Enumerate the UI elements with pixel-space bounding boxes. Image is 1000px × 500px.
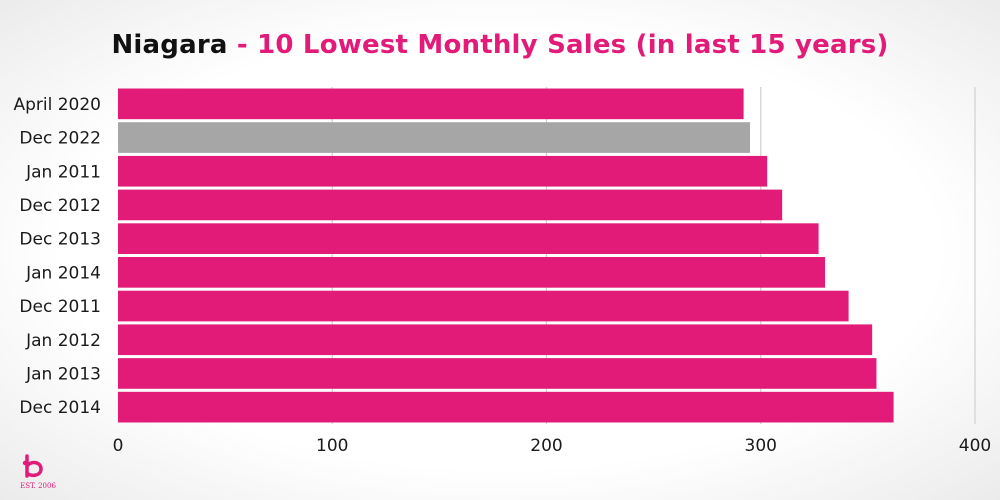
category-label: April 2020 xyxy=(13,95,101,115)
bar xyxy=(118,257,826,288)
bar xyxy=(118,155,768,187)
x-tick-labels: 0 100 200 300 400 xyxy=(113,436,992,456)
x-tick-label: 300 xyxy=(745,436,777,456)
chart-title-main: Niagara xyxy=(111,30,228,60)
x-tick-label: 0 xyxy=(113,436,124,456)
bar xyxy=(118,358,877,389)
chart-title-sub: - 10 Lowest Monthly Sales (in last 15 ye… xyxy=(236,30,889,60)
category-label: Jan 2014 xyxy=(25,263,101,283)
bar xyxy=(118,391,894,423)
x-tick-label: 200 xyxy=(530,436,562,456)
category-label: Jan 2013 xyxy=(25,364,101,384)
bar xyxy=(118,223,819,254)
bar xyxy=(118,324,873,356)
category-label: Dec 2013 xyxy=(19,230,101,250)
bar xyxy=(118,189,783,221)
bar xyxy=(118,122,751,153)
bar xyxy=(118,290,849,322)
x-tick-label: 400 xyxy=(959,436,991,456)
category-label: Dec 2022 xyxy=(19,129,101,149)
brand-logo-icon xyxy=(22,454,43,478)
brand-logo-text: EST. 2006 xyxy=(20,482,56,490)
bars xyxy=(118,88,894,423)
category-labels: April 2020 Dec 2022 Jan 2011 Dec 2012 Dec 20… xyxy=(13,95,101,418)
category-label: Dec 2014 xyxy=(19,398,101,418)
chart-title: Niagara - 10 Lowest Monthly Sales (in la… xyxy=(0,30,1000,60)
category-label: Jan 2011 xyxy=(25,162,101,182)
brand-logo: EST. 2006 xyxy=(18,454,58,494)
category-label: Dec 2011 xyxy=(19,297,101,317)
bar xyxy=(118,88,744,120)
category-label: Dec 2012 xyxy=(19,196,101,216)
category-label: Jan 2012 xyxy=(25,331,101,351)
x-tick-label: 100 xyxy=(316,436,348,456)
